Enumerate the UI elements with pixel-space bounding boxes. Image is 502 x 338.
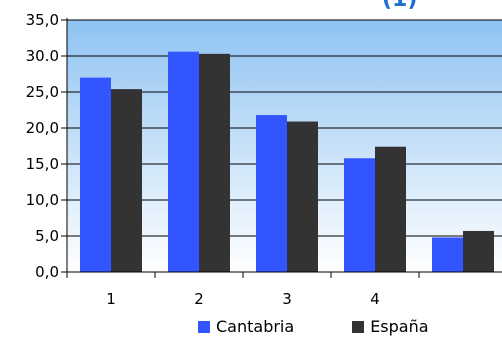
y-tick-labels: 0,0 5,0 10,0 15,0 20,0 25,0 30.0 35,0 — [26, 11, 59, 281]
y-tick-label: 5,0 — [35, 227, 59, 245]
bar-espana — [463, 230, 494, 272]
x-tick-label: 2 — [194, 290, 204, 308]
axes — [61, 18, 502, 278]
bar-cantabria — [80, 77, 111, 272]
bar-espana — [111, 89, 142, 273]
y-tick-label: 25,0 — [26, 83, 59, 101]
bar-cantabria — [344, 158, 375, 272]
legend-item-cantabria: Cantabria — [198, 317, 294, 336]
y-tick-label: 10,0 — [26, 191, 59, 209]
bar-espana — [287, 121, 318, 273]
legend-item-espana: España — [352, 317, 429, 336]
chart-title: (1) — [382, 0, 417, 12]
bars — [80, 51, 494, 273]
bar-espana — [375, 146, 406, 272]
legend-label-cantabria: Cantabria — [216, 317, 295, 336]
bar-cantabria — [432, 237, 463, 272]
y-tick-label: 15,0 — [26, 155, 59, 173]
legend: Cantabria España — [198, 317, 429, 336]
legend-label-espana: España — [370, 317, 429, 336]
bar-cantabria — [168, 51, 199, 273]
x-tick-labels: 1 2 3 4 — [106, 290, 380, 308]
x-tick-label: 3 — [282, 290, 292, 308]
x-tick-label: 1 — [106, 290, 116, 308]
legend-swatch-cantabria — [198, 320, 210, 333]
y-tick-label: 0,0 — [35, 263, 59, 281]
x-tick-label: 4 — [370, 290, 380, 308]
y-tick-label: 20,0 — [26, 119, 59, 137]
y-tick-label: 30.0 — [26, 47, 59, 65]
y-tick-label: 35,0 — [26, 11, 59, 29]
legend-swatch-espana — [352, 320, 365, 333]
bar-espana — [199, 53, 230, 273]
bar-cantabria — [256, 115, 287, 272]
